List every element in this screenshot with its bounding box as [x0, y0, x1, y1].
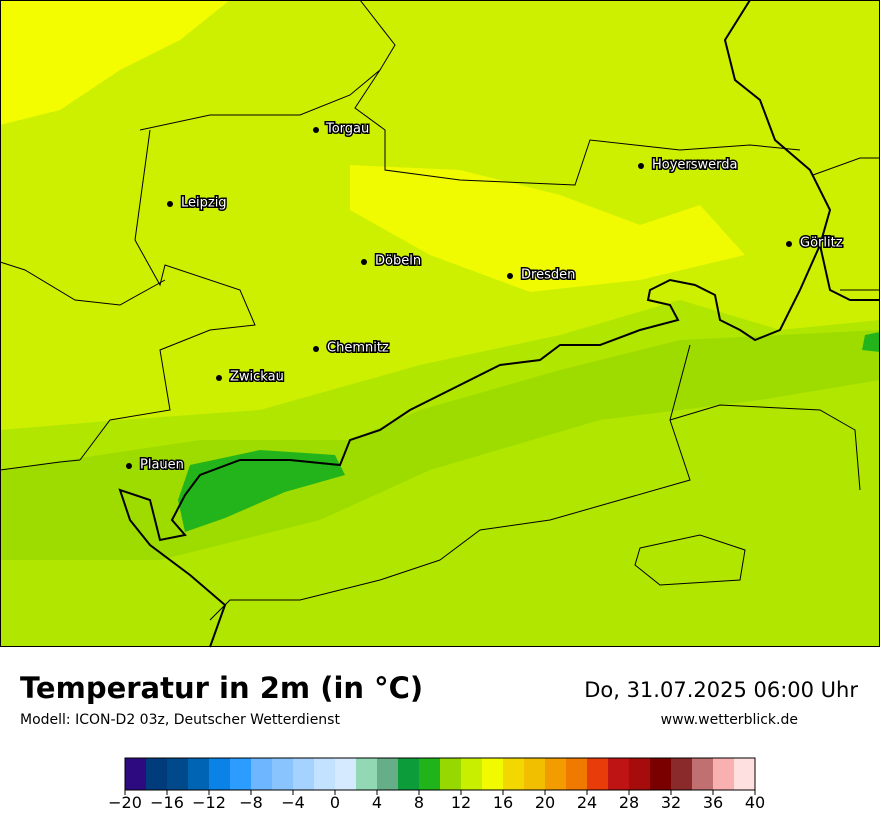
warm-area: [350, 165, 745, 292]
color-bin: [419, 758, 441, 790]
datetime: Do, 31.07.2025 06:00 Uhr: [584, 678, 858, 702]
colorbar: −20 −16 −12 −8 −4 0 4 8 12 16 20 24 28 32 36 40: [108, 757, 765, 812]
color-bin: [377, 758, 399, 790]
city-label: Leipzig: [181, 196, 227, 211]
city-dot: [786, 241, 792, 247]
title: Temperatur in 2m (in °C): [20, 671, 423, 705]
city-dot: [167, 201, 173, 207]
color-bin: [230, 758, 252, 790]
tick-label: 16: [493, 793, 513, 812]
tick-label: −8: [239, 793, 263, 812]
tick-label: −4: [281, 793, 305, 812]
color-bin: [125, 758, 147, 790]
tick-label: 4: [372, 793, 382, 812]
tick-label: 12: [451, 793, 471, 812]
tick-label: −20: [108, 793, 142, 812]
color-bin: [650, 758, 672, 790]
color-bin: [440, 758, 462, 790]
website: www.wetterblick.de: [661, 712, 798, 728]
tick-label: 28: [619, 793, 639, 812]
warm-area: [0, 0, 230, 125]
color-bin: [713, 758, 735, 790]
city-label: Döbeln: [375, 254, 421, 269]
tick-label: 36: [703, 793, 723, 812]
color-bin: [608, 758, 630, 790]
color-bin: [188, 758, 210, 790]
city-label: Dresden: [521, 268, 575, 283]
color-bin: [461, 758, 483, 790]
cities: Torgau Leipzig Hoyerswerda Görlitz Döbel…: [126, 120, 844, 474]
tick-label: −12: [192, 793, 226, 812]
temperature-map: Torgau Leipzig Hoyerswerda Görlitz Döbel…: [0, 0, 880, 648]
tick-label: 20: [535, 793, 555, 812]
color-bin: [482, 758, 504, 790]
city-label: Torgau: [325, 122, 369, 137]
tick-label: 40: [745, 793, 765, 812]
color-bin: [629, 758, 651, 790]
borders: [0, 0, 880, 648]
color-bin: [314, 758, 336, 790]
city-dot: [313, 127, 319, 133]
color-bin: [545, 758, 567, 790]
color-bin: [692, 758, 714, 790]
color-bin: [251, 758, 273, 790]
color-bin: [734, 758, 756, 790]
tick-label: 32: [661, 793, 681, 812]
city-label: Görlitz: [800, 236, 843, 251]
subtitle: Modell: ICON-D2 03z, Deutscher Wetterdie…: [20, 712, 340, 728]
tick-label: −16: [150, 793, 184, 812]
color-bin: [503, 758, 525, 790]
color-bin: [293, 758, 315, 790]
cold-area: [178, 450, 345, 532]
color-bin: [356, 758, 378, 790]
color-bin: [335, 758, 357, 790]
color-bin: [398, 758, 420, 790]
city-dot: [313, 346, 319, 352]
color-bin: [524, 758, 546, 790]
city-dot: [216, 375, 222, 381]
city-dot: [507, 273, 513, 279]
city-label: Hoyerswerda: [652, 158, 738, 173]
city-label: Chemnitz: [327, 341, 389, 356]
tick-label: 24: [577, 793, 597, 812]
city-dot: [361, 259, 367, 265]
colorbar-frame: [124, 757, 756, 791]
city-label: Plauen: [140, 458, 184, 473]
color-bin: [272, 758, 294, 790]
cold-area: [862, 332, 880, 352]
color-bin: [209, 758, 231, 790]
tick-label: 8: [414, 793, 424, 812]
color-bin: [167, 758, 189, 790]
color-bin: [146, 758, 168, 790]
tick-label: 0: [330, 793, 340, 812]
color-bin: [566, 758, 588, 790]
city-dot: [126, 463, 132, 469]
city-label: Zwickau: [230, 370, 284, 385]
color-bin: [587, 758, 609, 790]
city-dot: [638, 163, 644, 169]
color-bin: [671, 758, 693, 790]
